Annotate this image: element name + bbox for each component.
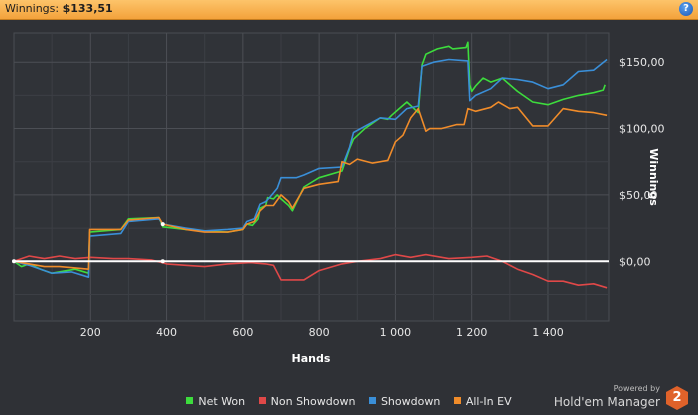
y-tick-label: $150,00 [619, 56, 665, 69]
powered-by-text: Powered by [613, 384, 660, 393]
hem2-logo-icon: 2 [666, 386, 688, 410]
brand-badge: Powered by Hold'em Manager 2 [548, 384, 688, 412]
winnings-chart: 200 400 600 800 1 000 1 200 1 400 $0,00$50,00$… [12, 32, 665, 365]
y-axis-label: Winnings [647, 148, 660, 206]
legend-item-net-won[interactable]: Net Won [186, 395, 245, 408]
x-tick-labels: 200 400 600 800 1 000 1 200 1 400 [80, 326, 564, 339]
series-line-non-showdown [13, 253, 608, 289]
winnings-value: $133,51 [62, 2, 113, 15]
x-tick-label: 600 [232, 326, 253, 339]
x-axis-label: Hands [292, 352, 331, 365]
x-tick-label: 1 200 [456, 326, 488, 339]
marker-point [160, 259, 165, 264]
y-tick-label: $100,00 [619, 123, 665, 136]
y-tick-labels: $0,00 $50,00 $100,00 $150,00 [619, 56, 665, 268]
legend-label: Showdown [380, 395, 441, 408]
x-tick-label: 800 [309, 326, 330, 339]
brand-name: Hold'em Manager [553, 395, 660, 409]
legend-swatch [186, 397, 194, 404]
marker-point [12, 259, 16, 264]
x-tick-label: 200 [80, 326, 101, 339]
series-line-showdown [13, 58, 608, 278]
title-bar: Winnings: $133,51 ? [0, 0, 698, 20]
x-tick-label: 1 400 [532, 326, 564, 339]
y-tick-label: $0,00 [619, 255, 651, 268]
x-tick-label: 400 [156, 326, 177, 339]
legend: Net Won Non Showdown Showdown All-In EV [0, 395, 698, 408]
winnings-title: Winnings: $133,51 [5, 2, 113, 15]
series-line-all-in-ev [13, 101, 608, 270]
legend-swatch [368, 397, 376, 404]
legend-item-non-showdown[interactable]: Non Showdown [258, 395, 356, 408]
legend-item-showdown[interactable]: Showdown [368, 395, 441, 408]
legend-item-all-in-ev[interactable]: All-In EV [453, 395, 512, 408]
plot-area [13, 32, 610, 322]
legend-label: All-In EV [465, 395, 512, 408]
series-lines [12, 41, 609, 289]
legend-swatch [258, 397, 266, 404]
marker-point [160, 222, 165, 227]
legend-label: Non Showdown [270, 395, 356, 408]
y-tick-label: $50,00 [619, 189, 658, 202]
winnings-label: Winnings: [5, 2, 60, 15]
legend-swatch [453, 397, 461, 404]
x-tick-label: 1 000 [380, 326, 412, 339]
help-icon[interactable]: ? [679, 2, 693, 16]
legend-label: Net Won [198, 395, 246, 408]
